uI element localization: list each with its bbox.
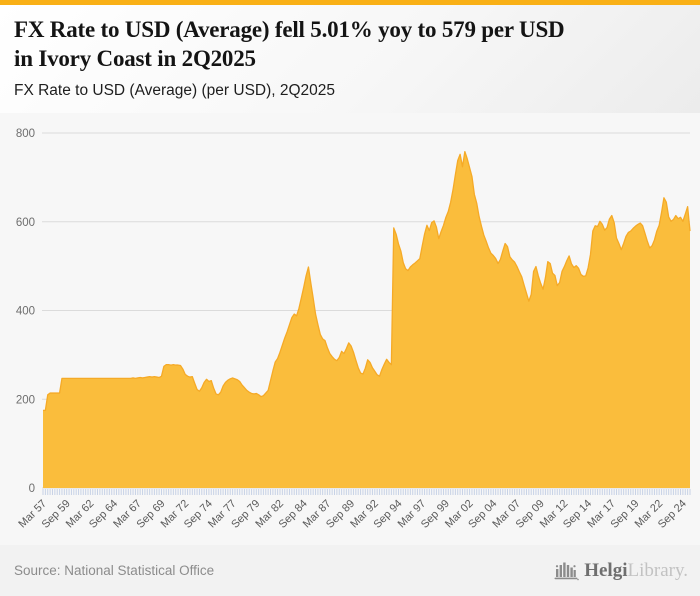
y-axis-label-400: 400	[16, 306, 35, 318]
logo-text-library: Library.	[627, 560, 689, 581]
fx-rate-series-line	[43, 150, 691, 411]
chart-title-line1: FX Rate to USD (Average) fell 5.01% yoy …	[14, 17, 565, 42]
y-axis-label-600: 600	[16, 217, 35, 229]
chart-title: FX Rate to USD (Average) fell 5.01% yoy …	[14, 16, 684, 74]
accent-top-bar	[0, 0, 700, 5]
chart-area: 0 200 400 600 800 Mar 57 Sep 59 Mar 62 Sep 64 Mar…	[0, 113, 700, 545]
logo-text-helgi: Helgi	[584, 560, 628, 581]
source-label: Source: National Statistical Office	[14, 563, 215, 578]
chart-header: FX Rate to USD (Average) fell 5.01% yoy …	[0, 5, 700, 113]
fx-rate-area-series	[43, 151, 690, 488]
y-axis-label-800: 800	[16, 128, 35, 140]
helgi-library-logo[interactable]: HelgiLibrary.	[553, 560, 688, 582]
chart-title-line2: in Ivory Coast in 2Q2025	[14, 45, 256, 71]
chart-footer: Source: National Statistical Office He	[0, 545, 700, 596]
y-axis-label-0: 0	[29, 483, 35, 495]
bar-chart-building-icon	[554, 562, 580, 580]
y-axis-label-200: 200	[16, 394, 35, 406]
chart-subtitle: FX Rate to USD (Average) (per USD), 2Q20…	[14, 81, 336, 99]
